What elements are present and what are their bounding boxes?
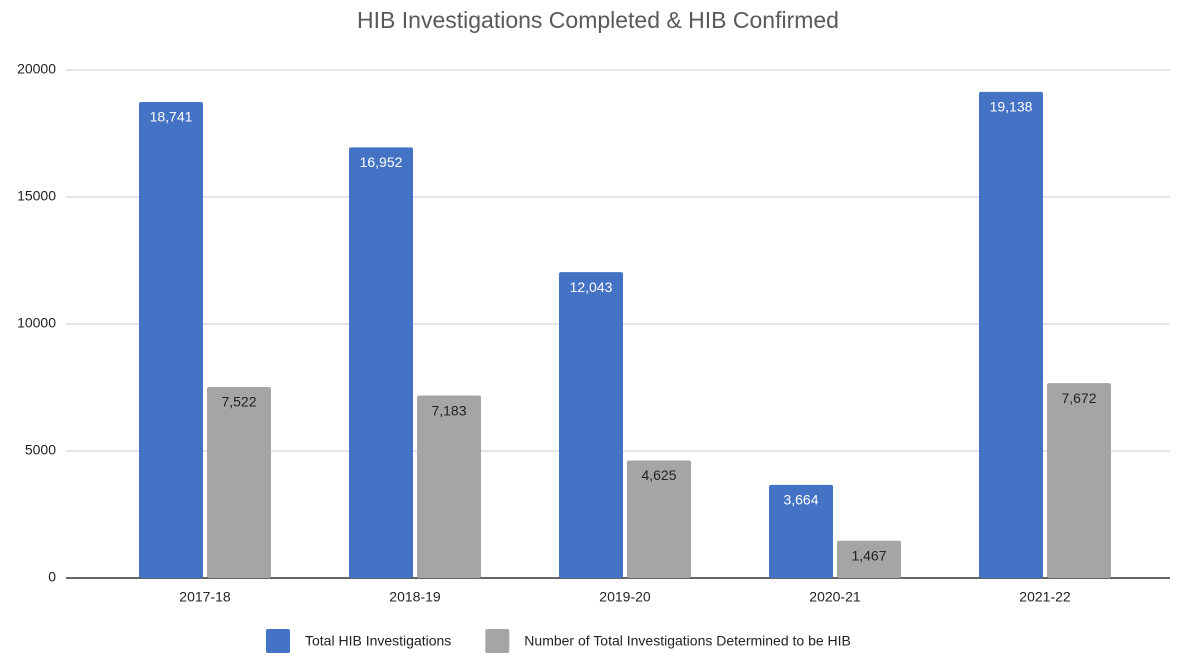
bar: [349, 147, 413, 579]
bar: [1047, 383, 1111, 578]
bar: [837, 540, 901, 578]
legend-label: Number of Total Investigations Determine…: [524, 633, 851, 649]
legend-swatch: [266, 629, 290, 653]
bar: [979, 91, 1043, 578]
x-tick-label: 2019-20: [599, 589, 651, 605]
data-label: 19,138: [990, 99, 1033, 115]
chart-title: HIB Investigations Completed & HIB Confi…: [357, 7, 839, 33]
y-tick-label: 20000: [17, 61, 56, 77]
bar: [769, 484, 833, 578]
data-label: 12,043: [570, 279, 613, 295]
y-tick-label: 5000: [25, 442, 56, 458]
legend-label: Total HIB Investigations: [305, 633, 451, 649]
data-label: 3,664: [783, 492, 818, 508]
x-tick-label: 2020-21: [809, 589, 861, 605]
bar: [139, 101, 203, 578]
data-label: 1,467: [851, 547, 886, 563]
data-label: 18,741: [150, 109, 193, 125]
bar: [627, 460, 691, 578]
bar: [559, 272, 623, 578]
data-label: 16,952: [360, 154, 403, 170]
legend-swatch: [485, 629, 510, 653]
data-label: 7,522: [221, 394, 256, 410]
bar: [207, 386, 271, 578]
x-tick-label: 2018-19: [389, 589, 441, 605]
y-tick-label: 0: [48, 569, 56, 585]
data-label: 7,672: [1061, 390, 1096, 406]
y-tick-label: 15000: [17, 188, 56, 204]
bar: [417, 395, 481, 578]
x-tick-label: 2017-18: [179, 589, 231, 605]
y-tick-label: 10000: [17, 315, 56, 331]
x-tick-label: 2021-22: [1019, 589, 1071, 605]
data-label: 7,183: [431, 402, 466, 418]
data-label: 4,625: [641, 467, 676, 483]
